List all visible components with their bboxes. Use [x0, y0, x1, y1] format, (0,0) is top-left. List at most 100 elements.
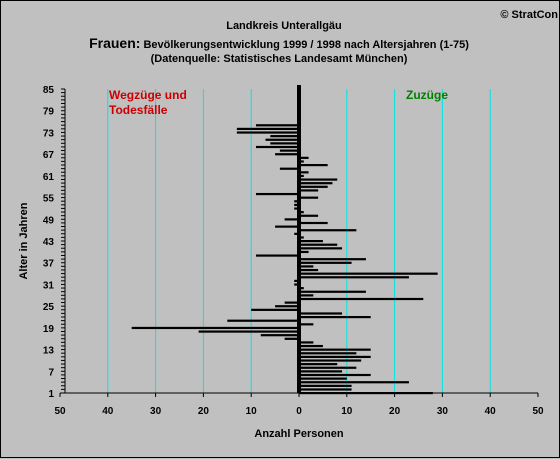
bar-age-21	[227, 319, 299, 322]
bar-age-11	[299, 355, 371, 359]
y-tick-label: 85	[43, 85, 55, 96]
annotation-todesfaelle: Todesfälle	[109, 103, 168, 117]
bar-age-34	[299, 272, 438, 275]
x-tick-label: 10	[341, 406, 353, 417]
x-tick-label: 30	[150, 406, 162, 417]
bar-age-18	[198, 330, 299, 333]
bar-age-25	[275, 305, 299, 308]
bar-age-37	[299, 261, 352, 264]
bar-age-35	[299, 268, 319, 272]
tick-labels: 1 7 13 19 25 31 37 43 49 55 61 67 73 79 85 50 40 30 20 10 0 1…	[43, 85, 544, 417]
bar-age-59	[299, 182, 333, 185]
axes	[59, 85, 539, 397]
bar-age-64	[299, 164, 328, 167]
bar-age-53	[294, 203, 299, 207]
bar-age-67	[275, 153, 299, 156]
y-tick-label: 1	[48, 389, 54, 400]
bar-age-58	[299, 185, 328, 188]
bar-age-8	[299, 366, 357, 369]
x-tick-label: 30	[437, 406, 449, 417]
title-prefix: Frauen:	[89, 35, 140, 51]
x-tick-label: 20	[198, 406, 210, 417]
bar-age-73	[236, 131, 299, 134]
bar-age-74	[236, 127, 299, 131]
bar-age-10	[299, 359, 362, 362]
chart-subtitle: (Datenquelle: Statistisches Landesamt Mü…	[151, 53, 408, 65]
bar-age-24	[251, 308, 299, 311]
bar-age-28	[299, 294, 314, 297]
y-tick-label: 13	[43, 346, 55, 357]
x-tick-label: 0	[296, 406, 302, 417]
bar-age-33	[299, 276, 409, 279]
bar-age-13	[299, 348, 371, 351]
x-tick-label: 40	[485, 406, 497, 417]
bar-age-14	[299, 344, 323, 348]
chart-title-line2: Frauen: Bevölkerungsentwicklung 1999 / 1…	[89, 35, 469, 51]
y-axis-label: Alter in Jahren	[18, 202, 30, 279]
y-tick-label: 67	[43, 150, 55, 161]
bar-age-29	[299, 290, 366, 293]
bar-age-50	[299, 214, 319, 217]
bar-age-22	[299, 316, 371, 319]
x-tick-label: 50	[532, 406, 544, 417]
bar-age-6	[299, 373, 371, 377]
bar-age-36	[299, 265, 314, 268]
annotation-zuzuege: Zuzüge	[406, 88, 448, 102]
annotation-wegzuege: Wegzüge und	[109, 88, 187, 102]
x-tick-label: 50	[54, 406, 66, 417]
bar-age-69	[255, 145, 299, 149]
bar-age-55	[299, 196, 319, 199]
bar-age-48	[299, 221, 328, 225]
bar-age-44	[299, 236, 304, 239]
bar-age-65	[299, 160, 304, 163]
bar-age-52	[294, 207, 299, 210]
bar-age-5	[299, 377, 347, 380]
bar-age-38	[299, 258, 366, 261]
bar-age-66	[299, 156, 309, 159]
x-axis-label: Anzahl Personen	[254, 428, 344, 440]
bar-age-30	[299, 287, 304, 290]
y-tick-label: 25	[43, 302, 55, 313]
chart-title: Landkreis Unterallgäu	[226, 20, 342, 32]
bar-age-46	[299, 229, 357, 232]
bar-age-7	[299, 370, 343, 373]
bar-age-2	[299, 388, 352, 391]
x-tick-label: 10	[246, 406, 258, 417]
y-tick-label: 7	[48, 367, 54, 378]
bar-age-9	[299, 363, 338, 366]
bar-age-71	[265, 138, 299, 141]
bars	[131, 124, 438, 395]
bar-age-4	[299, 381, 409, 384]
bar-age-41	[299, 247, 343, 250]
bar-age-40	[299, 250, 309, 254]
bar-age-27	[299, 297, 424, 301]
bar-age-31	[294, 283, 299, 286]
bar-age-32	[294, 279, 299, 283]
y-tick-label: 61	[43, 172, 55, 183]
y-tick-label: 79	[43, 107, 55, 118]
bar-age-20	[299, 323, 314, 326]
bar-age-26	[284, 301, 299, 304]
bar-age-16	[284, 337, 299, 340]
bar-age-49	[284, 218, 299, 221]
x-tick-label: 40	[102, 406, 114, 417]
bar-age-3	[299, 384, 352, 387]
title-rest: Bevölkerungsentwicklung 1999 / 1998 nach…	[140, 39, 469, 51]
bar-age-42	[299, 243, 338, 246]
copyright-label: © StratCon	[500, 9, 558, 21]
bar-age-23	[299, 312, 343, 315]
bar-age-45	[294, 232, 299, 235]
bar-age-43	[299, 240, 323, 243]
y-tick-label: 31	[43, 280, 55, 291]
zero-axis	[297, 85, 301, 393]
y-tick-label: 55	[43, 194, 55, 205]
bar-age-57	[299, 189, 319, 192]
bar-age-51	[299, 211, 304, 214]
bar-age-61	[299, 174, 304, 178]
bar-age-15	[299, 341, 314, 344]
bar-age-70	[270, 142, 299, 145]
y-tick-label: 49	[43, 215, 55, 226]
bar-age-17	[260, 334, 299, 337]
